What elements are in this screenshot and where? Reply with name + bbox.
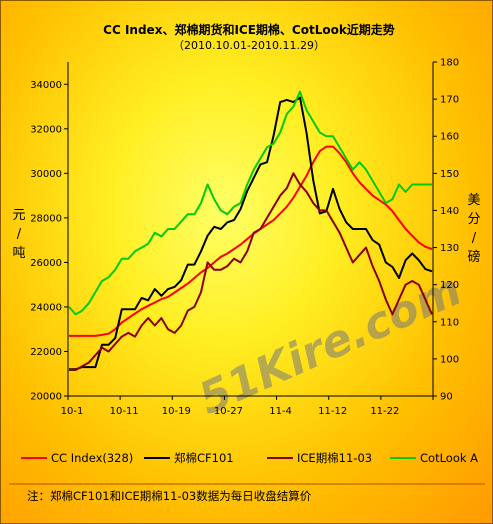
chart-subtitle: （2010.10.01-2010.11.29）: [173, 39, 325, 52]
x-tick-label: 10-1: [61, 406, 84, 417]
x-tick-label: 11-4: [269, 406, 292, 417]
right-tick-label: 90: [440, 392, 453, 403]
chart-title: CC Index、郑棉期货和ICE期棉、CotLook近期走势: [103, 22, 395, 37]
right-tick-label: 160: [440, 132, 459, 143]
left-axis-title: 元 / 吨: [12, 208, 25, 261]
right-tick-label: 150: [440, 169, 459, 180]
legend-label: CotLook A: [420, 451, 478, 465]
watermark: 51Kire.com: [192, 264, 469, 425]
series-line-2: [69, 172, 433, 371]
x-tick-label: 10-11: [110, 406, 139, 417]
left-tick-label: 30000: [30, 169, 62, 180]
right-tick-label: 110: [440, 317, 459, 328]
legend-label: ICE期棉11-03: [297, 451, 372, 465]
x-tick-label: 11-12: [318, 406, 347, 417]
right-tick-label: 140: [440, 206, 459, 217]
left-axis-title-char: 吨: [12, 246, 25, 261]
left-tick-label: 24000: [30, 302, 62, 313]
x-tick-label: 10-19: [162, 406, 191, 417]
plot-area: 20000 22000 24000 26000 28000 30000 32000 34000…: [30, 58, 459, 418]
left-tick-label: 20000: [30, 392, 62, 403]
watermark-text: 51Kire.com: [192, 264, 469, 425]
right-tick-label: 120: [440, 280, 459, 291]
left-tick-label: 32000: [30, 124, 62, 135]
left-axis-title-char: /: [17, 227, 22, 242]
right-axis-title-char: 磅: [467, 249, 480, 265]
x-tick-label: 10-27: [214, 406, 243, 417]
right-axis-title-char: 美: [467, 193, 480, 208]
right-tick-label: 100: [440, 354, 459, 365]
left-tick-label: 22000: [30, 347, 62, 358]
x-tick-label: 11-22: [370, 406, 399, 417]
right-axis-title-char: /: [472, 231, 477, 246]
left-tick-label: 34000: [30, 80, 62, 91]
left-tick-label: 28000: [30, 213, 62, 224]
right-tick-label: 130: [440, 243, 459, 254]
left-axis-title-char: 元: [12, 208, 25, 223]
right-tick-label: 180: [440, 58, 459, 69]
series-line-0: [69, 145, 433, 337]
series-line-3: [68, 90, 432, 316]
right-tick-label: 170: [440, 95, 459, 106]
footnote: 注：郑棉CF101和ICE期棉11-03数据为每日收盘结算价: [27, 489, 312, 503]
left-tick-label: 26000: [30, 258, 62, 269]
right-axis-title: 美分 / 磅: [467, 193, 480, 265]
legend-label: 郑棉CF101: [174, 451, 234, 465]
series-line-1: [69, 96, 433, 371]
right-axis-title-char: 分: [467, 212, 480, 227]
legend-label: CC Index(328): [51, 451, 133, 465]
legend: CC Index(328) 郑棉CF101 ICE期棉11-03 CotLook A: [21, 451, 478, 465]
